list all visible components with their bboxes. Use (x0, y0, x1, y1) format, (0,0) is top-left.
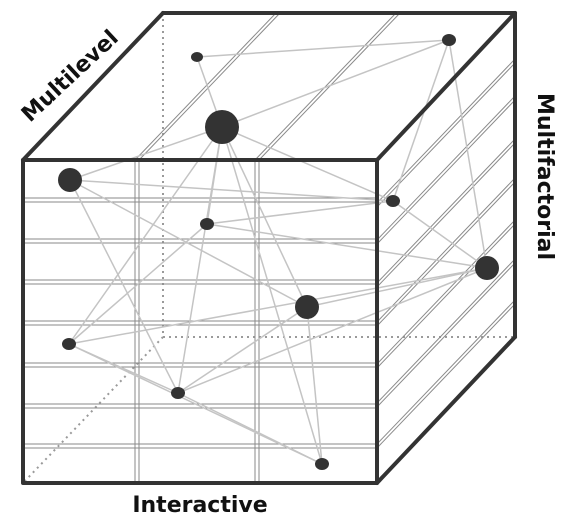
cube-front-face (21, 158, 379, 485)
node-large-hub (205, 110, 239, 144)
label-multifactorial: Multifactorial (532, 93, 557, 260)
node-top-back-right (442, 34, 456, 46)
label-interactive: Interactive (132, 493, 267, 517)
front-face-grid (23, 160, 377, 483)
node-top-back-left (191, 52, 203, 62)
node-right-face-lower (475, 256, 499, 280)
node-front-lower-left (62, 338, 76, 350)
network-nodes (58, 34, 499, 470)
node-front-upper-left (58, 168, 82, 192)
right-face-grid (376, 58, 516, 449)
hidden-edges (22, 13, 515, 484)
node-center-small (200, 218, 214, 230)
node-right-face-upper (386, 195, 400, 207)
node-front-bottom-right (315, 458, 329, 470)
top-face-grid (134, 12, 401, 161)
cube-edges (21, 11, 517, 485)
node-front-bottom-left (171, 387, 185, 399)
node-center-medium (295, 295, 319, 319)
network-lines (68, 39, 488, 465)
